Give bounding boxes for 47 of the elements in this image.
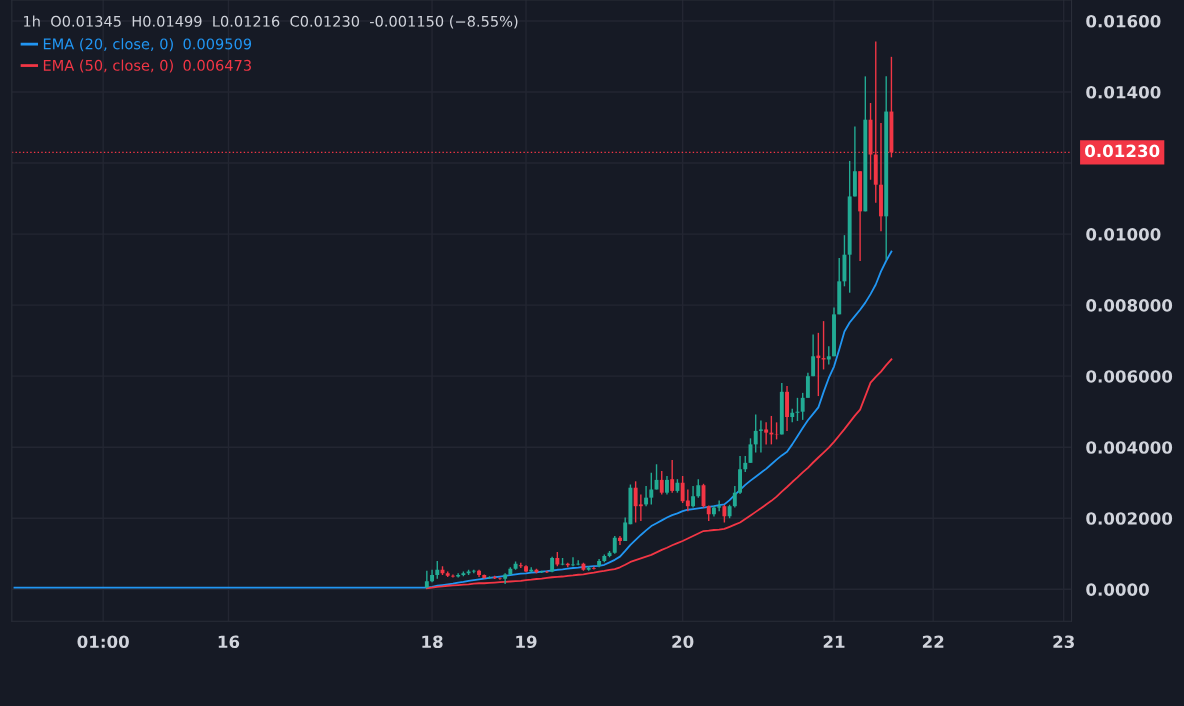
candlestick [764,421,769,446]
x-tick-label: 20 [672,635,694,649]
candlestick [811,333,816,377]
x-tick-label: 01:00 [77,635,129,649]
x-tick-label: 19 [516,635,537,649]
x-tick-label: 21 [823,635,845,648]
candlestick [618,535,622,546]
candlestick [670,459,675,494]
candlestick [753,413,758,454]
legend-label: EMA (20, close, 0) [43,38,173,52]
annotation: 0.009509 [183,38,252,50]
x-tick-label: 16 [218,635,240,649]
candlestick [738,455,742,495]
candlestick [696,478,701,499]
x-tick-label: 23 [1053,635,1074,649]
candlestick [659,470,664,496]
text: 1h O0.01345 H0.01499 L0.01216 C0.01230 -0.001150 (−8.55%) [24,15,518,29]
y-tick-label: 0.01400 [1086,85,1161,99]
candlestick [805,371,810,399]
y-tick-label: 0.01000 [1086,228,1161,241]
line-series [425,358,893,590]
candlestick [456,572,461,579]
candlestick [571,556,575,567]
x-tick-label: 18 [422,635,443,649]
line-series [13,250,893,589]
y-tick-label: 0.002000 [1086,512,1173,525]
candlestick [644,485,649,507]
candlestick [649,472,654,506]
candlestick [680,475,685,504]
y-tick-label: 0.01600 [1086,14,1161,28]
candlestick [717,499,722,512]
candlestick [685,488,690,512]
y-tick-label: 0.008000 [1086,299,1173,312]
candlestick [732,485,737,509]
y-tick-label: 0.006000 [1086,370,1173,383]
y-tick-label: 0.004000 [1086,441,1173,454]
candlestick [826,345,831,366]
ref-line-label: 0.01230 [1085,144,1160,158]
legend-label: EMA (50, close, 0) [43,59,173,73]
candlestick [450,573,455,579]
x-tick-label: 22 [922,635,944,648]
candlestick [800,392,805,421]
annotation: 0.006473 [183,59,251,71]
candlestick [691,485,696,509]
y-tick-label: 0.0000 [1086,583,1149,596]
candlestick [665,475,669,496]
candlestick [758,419,763,454]
